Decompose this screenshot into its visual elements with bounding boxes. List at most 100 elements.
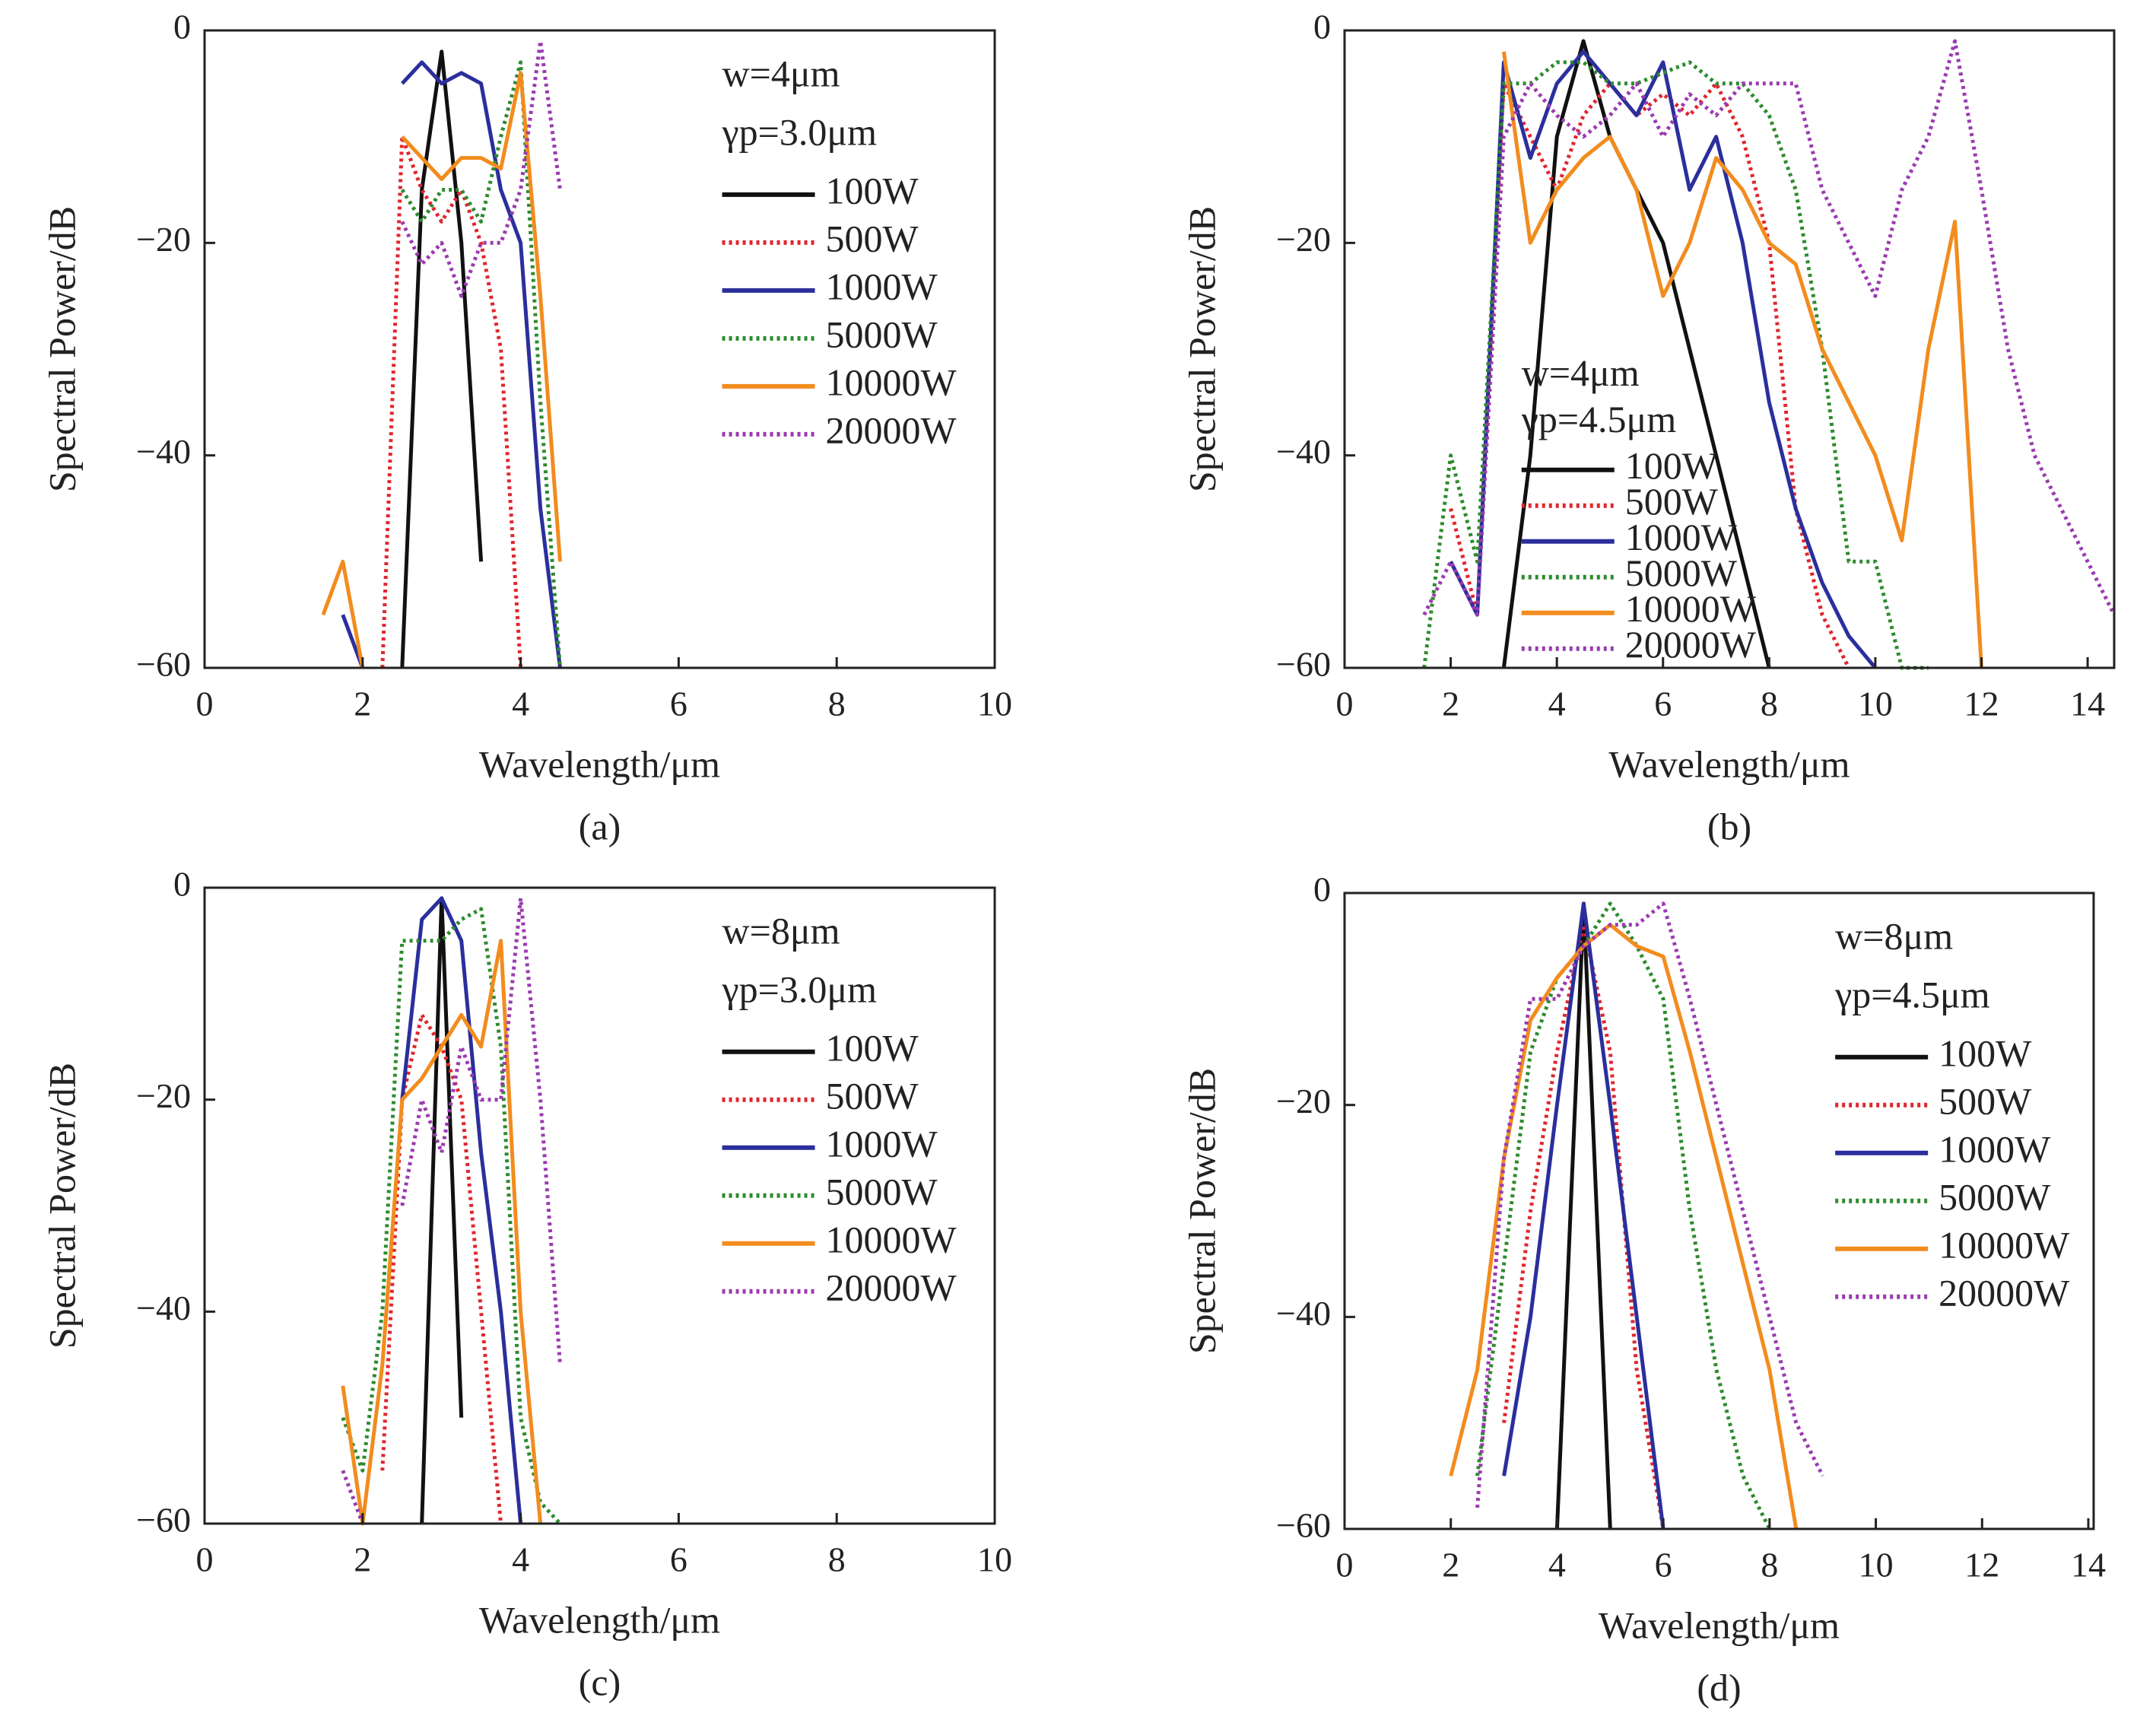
legend-label: 100W [1625,444,1719,487]
y-axis-title: Spectral Power/dB [1180,206,1223,492]
legend-label: 500W [1625,480,1719,523]
series-line [380,135,523,669]
legend-label: 1000W [1938,1127,2051,1170]
x-tick-label: 6 [1654,685,1672,723]
y-axis-title: Spectral Power/dB [1180,1068,1223,1354]
y-tick-label: −20 [136,1076,191,1115]
x-tick-label: 2 [1442,1546,1459,1584]
plot-frame [1343,29,2116,669]
y-tick-label: −20 [1276,220,1331,259]
y-tick-label: 0 [1313,870,1331,909]
legend-annotation: γp=4.5μm [1834,973,1990,1015]
series-line [341,896,562,1524]
x-tick-label: 12 [1964,685,1999,723]
x-tick-label: 0 [1336,1546,1354,1584]
legend-annotation: γp=4.5μm [1521,398,1677,440]
legend-annotation: w=8μm [722,909,840,952]
series-line [400,39,562,298]
series-line [1422,60,1929,670]
legend-label: 5000W [1625,551,1738,594]
panel-caption: (c) [579,1661,621,1703]
x-tick-label: 14 [2070,685,2105,723]
x-tick-label: 4 [512,685,529,723]
legend-annotation: γp=3.0μm [722,110,878,153]
series-line [1554,901,1612,1530]
legend-label: 500W [826,1074,919,1117]
legend-label: 10000W [1938,1223,2070,1266]
y-tick-label: −60 [1276,1506,1331,1545]
x-tick-label: 2 [354,685,371,723]
legend-label: 20000W [1625,623,1757,666]
x-tick-label: 14 [2071,1546,2106,1584]
x-axis-title: Wavelength/μm [1599,1603,1840,1646]
x-tick-label: 10 [1858,685,1893,723]
legend-label: 20000W [826,408,957,451]
x-tick-label: 0 [196,685,214,723]
x-tick-label: 6 [670,685,687,723]
legend-label: 5000W [826,1170,938,1212]
series-line [400,896,523,1524]
x-tick-label: 4 [1548,1546,1566,1584]
legend-label: 10000W [826,1218,957,1260]
legend-label: 500W [826,217,919,259]
panel-caption: (a) [579,805,621,847]
series-line [1501,51,1983,669]
legend-label: 1000W [1625,516,1738,558]
legend-label: 100W [826,1026,919,1069]
x-tick-label: 6 [1655,1546,1672,1584]
y-tick-label: −40 [136,1289,191,1327]
legend-label: 20000W [1938,1271,2070,1314]
legend-label: 1000W [826,1122,938,1165]
y-tick-label: −40 [136,432,191,471]
series-line [1422,39,2116,617]
x-tick-label: 12 [1964,1546,1999,1584]
series-line [1449,49,1877,669]
x-tick-label: 10 [977,1540,1012,1579]
series-line [1449,923,1799,1530]
legend-label: 500W [1938,1079,2032,1122]
series-line [400,49,484,669]
x-tick-label: 0 [1336,685,1354,723]
series-line [1475,901,1772,1530]
y-tick-label: 0 [1313,8,1331,46]
x-tick-label: 8 [828,1540,846,1579]
legend-annotation: w=4μm [722,52,840,94]
series-line [1502,923,1665,1530]
x-tick-label: 6 [670,1540,687,1579]
legend-label: 100W [1938,1031,2032,1074]
legend-label: 1000W [826,265,938,307]
y-tick-label: −60 [1276,645,1331,684]
series-line [1502,901,1665,1530]
y-tick-label: −40 [1276,432,1331,471]
series-line [380,1012,503,1524]
panel-caption: (b) [1707,805,1751,847]
legend-label: 5000W [1938,1175,2051,1218]
y-tick-label: 0 [173,865,191,904]
legend-label: 20000W [826,1266,957,1308]
legend-label: 100W [826,169,919,211]
series-line [321,71,562,669]
x-tick-label: 10 [1859,1546,1894,1584]
x-tick-label: 2 [354,1540,371,1579]
y-tick-label: −20 [136,220,191,259]
series-line [400,60,562,669]
x-axis-title: Wavelength/μm [479,742,720,785]
legend-label: 5000W [826,313,938,355]
legend-label: 10000W [1625,587,1757,630]
x-tick-label: 4 [1548,685,1566,723]
series-line [420,896,464,1524]
x-tick-label: 4 [512,1540,529,1579]
y-tick-label: 0 [173,8,191,46]
legend-label: 10000W [826,361,957,403]
y-axis-title: Spectral Power/dB [40,206,83,492]
y-tick-label: −20 [1276,1082,1331,1120]
plot-frame [1343,891,2095,1530]
legend-annotation: w=8μm [1835,914,1953,957]
y-axis-title: Spectral Power/dB [40,1063,83,1349]
x-tick-label: 8 [1761,1546,1778,1584]
x-tick-label: 8 [1761,685,1778,723]
y-tick-label: −60 [136,645,191,684]
series-line [341,939,543,1526]
